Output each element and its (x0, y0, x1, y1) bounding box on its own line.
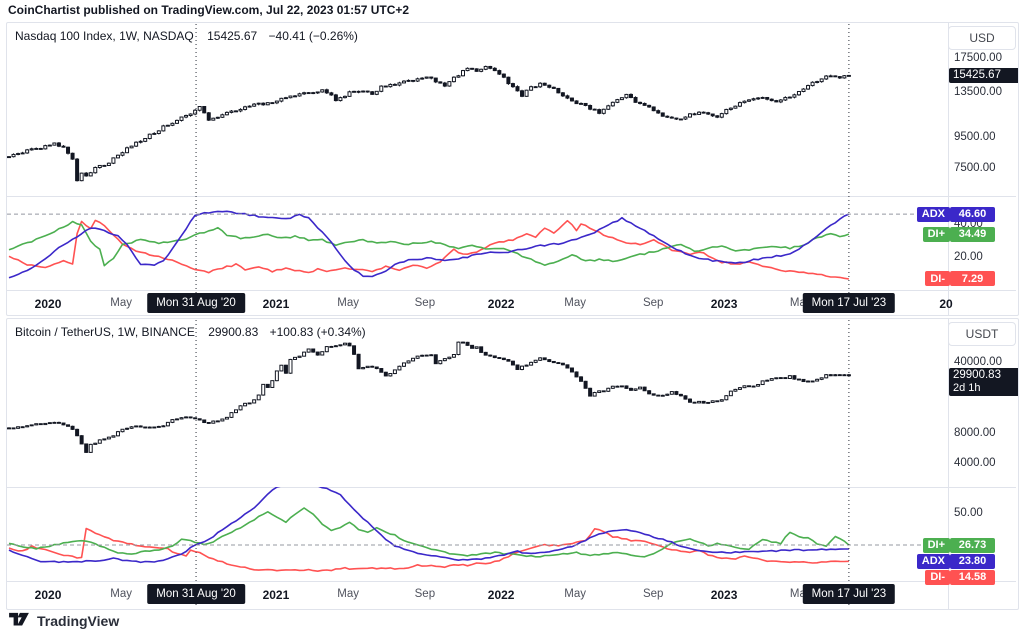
adx-line (8, 487, 849, 564)
indicator-value-badge: 26.73 (950, 537, 995, 553)
time-axis-label-may[interactable]: May (110, 588, 132, 600)
adx-line (8, 210, 850, 279)
price-axis-label: 13500.00 (954, 85, 1002, 98)
indicator-name-badge-di+: DI+ (922, 537, 950, 553)
chart-title: Nasdaq 100 Index, 1W, NASDAQ 15425.67 −4… (15, 29, 358, 43)
price-axis-label: 7500.00 (954, 162, 996, 175)
di_minus-line (8, 527, 849, 572)
time-axis-label-2021[interactable]: 2021 (262, 588, 290, 602)
chart-plot-svg[interactable] (7, 23, 1016, 315)
price-axis-label: 8000.00 (954, 426, 996, 439)
candlestick-series (7, 341, 851, 454)
time-axis-label-sep[interactable]: Sep (414, 297, 436, 309)
indicator-name-badge-di+: DI+ (922, 226, 950, 242)
date-marker-badge: Mon 31 Aug '20 (147, 293, 245, 313)
date-marker-badge: Mon 17 Jul '23 (802, 584, 896, 604)
time-axis-label-20[interactable]: 20 (939, 297, 953, 311)
chart-plot-svg[interactable] (7, 319, 1016, 609)
time-axis-label-2022[interactable]: 2022 (487, 297, 515, 311)
di_minus-line (8, 219, 850, 280)
last-price: 15425.67 (207, 29, 258, 43)
time-axis-label-sep[interactable]: Sep (414, 588, 436, 600)
time-axis-label-may[interactable]: May (564, 297, 586, 309)
price-axis-label: 9500.00 (954, 131, 996, 144)
bitcoin-chart-panel[interactable]: Bitcoin / TetherUS, 1W, BINANCE 29900.83… (6, 318, 1019, 610)
indicator-axis-label: 50.00 (954, 507, 983, 520)
indicator-axis-label: 20.00 (954, 251, 983, 263)
currency-toggle-button[interactable]: USD (948, 26, 1016, 50)
time-axis-label-2022[interactable]: 2022 (487, 588, 515, 602)
time-axis-label-may[interactable]: May (564, 588, 586, 600)
time-axis-label-2021[interactable]: 2021 (262, 297, 290, 311)
indicator-name-badge-adx: ADX (916, 206, 950, 222)
currency-toggle-button[interactable]: USDT (948, 322, 1016, 346)
last-price: 29900.83 (208, 325, 259, 339)
indicator-name-badge-di-: DI- (925, 271, 950, 287)
date-marker-badge: Mon 17 Jul '23 (802, 293, 896, 313)
indicator-value-badge: 46.60 (950, 206, 995, 222)
indicator-value-badge: 34.49 (950, 226, 995, 242)
symbol-title: Bitcoin / TetherUS, 1W, BINANCE (15, 325, 195, 339)
price-axis-label: 40000.00 (954, 355, 1002, 368)
price-change: +100.83 (+0.34%) (269, 325, 366, 339)
attribution-text: CoinChartist published on TradingView.co… (8, 3, 410, 17)
indicator-value-badge: 23.80 (950, 553, 995, 569)
dmi-adx-lines (8, 487, 850, 572)
last-price-badge-value: 29900.83 (953, 368, 1001, 381)
di_plus-line (8, 220, 850, 267)
indicator-value-badge: 14.58 (950, 569, 995, 585)
bar-countdown: 2d 1h (953, 381, 981, 394)
chart-title: Bitcoin / TetherUS, 1W, BINANCE 29900.83… (15, 325, 366, 339)
price-axis-label: 17500.00 (954, 52, 1002, 65)
time-axis-label-2020[interactable]: 2020 (34, 588, 62, 602)
dmi-adx-lines (8, 210, 850, 280)
last-price-badge: 15425.67 (949, 67, 1018, 83)
di_plus-line (8, 507, 850, 558)
time-axis-label-may[interactable]: May (337, 588, 359, 600)
time-axis-label-sep[interactable]: Sep (642, 297, 664, 309)
footer-brand[interactable]: TradingView (8, 612, 119, 630)
tradingview-logo-icon (9, 612, 29, 626)
date-marker-badge: Mon 31 Aug '20 (147, 584, 245, 604)
symbol-title: Nasdaq 100 Index, 1W, NASDAQ (15, 29, 194, 43)
price-axis-label: 4000.00 (954, 456, 996, 469)
time-axis-label-2023[interactable]: 2023 (710, 588, 738, 602)
brand-name: TradingView (37, 613, 120, 629)
time-axis-label-may[interactable]: May (337, 297, 359, 309)
nasdaq-chart-panel[interactable]: Nasdaq 100 Index, 1W, NASDAQ 15425.67 −4… (6, 22, 1019, 316)
time-axis-label-2020[interactable]: 2020 (34, 297, 62, 311)
candlestick-series (7, 65, 851, 182)
time-axis-label-may[interactable]: May (110, 297, 132, 309)
time-axis-label-sep[interactable]: Sep (642, 588, 664, 600)
price-change: −40.41 (−0.26%) (268, 29, 358, 43)
indicator-value-badge: 7.29 (950, 271, 995, 287)
indicator-name-badge-adx: ADX (916, 553, 950, 569)
time-axis-label-2023[interactable]: 2023 (710, 297, 738, 311)
last-price-badge-value: 15425.67 (953, 68, 1001, 81)
indicator-name-badge-di-: DI- (925, 569, 950, 585)
last-price-badge: 29900.83 2d 1h (949, 367, 1018, 396)
